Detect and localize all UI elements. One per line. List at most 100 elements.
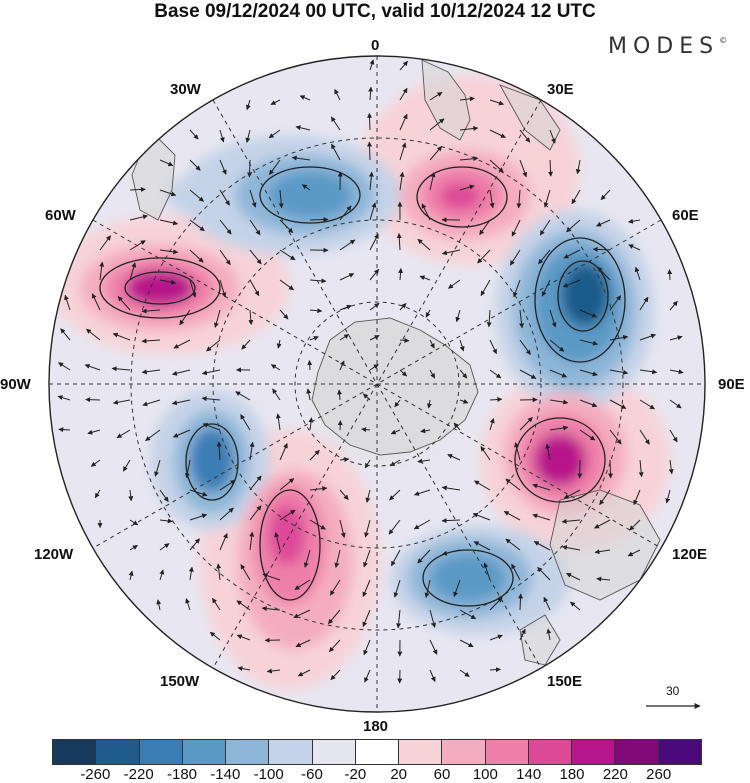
wind-vector bbox=[505, 538, 521, 551]
wind-vector bbox=[339, 205, 352, 221]
wind-vector bbox=[396, 233, 402, 251]
wind-vector bbox=[86, 328, 101, 341]
wind-vector bbox=[241, 339, 251, 350]
wind-vector bbox=[262, 573, 281, 581]
wind-vector bbox=[537, 566, 551, 581]
anomaly-region bbox=[190, 428, 234, 492]
wind-vector bbox=[179, 309, 191, 326]
wind-vector bbox=[279, 443, 288, 461]
wind-vector bbox=[609, 399, 627, 409]
stream-contour bbox=[416, 166, 508, 228]
stream-contour bbox=[99, 257, 221, 319]
anomaly-region bbox=[561, 263, 609, 327]
wind-vector bbox=[414, 489, 431, 496]
wind-vector bbox=[94, 489, 101, 499]
wind-vector bbox=[399, 113, 408, 131]
wind-vector bbox=[365, 489, 371, 503]
wind-vector bbox=[293, 609, 311, 619]
wind-vector bbox=[272, 388, 281, 401]
wind-vector bbox=[189, 129, 199, 140]
wind-vector bbox=[249, 279, 260, 297]
wind-vector bbox=[337, 389, 342, 401]
wind-vector bbox=[579, 399, 598, 408]
wind-vector bbox=[398, 268, 404, 281]
wind-vector bbox=[480, 446, 491, 461]
anomaly-region bbox=[430, 554, 506, 602]
colorbar-swatch bbox=[399, 740, 443, 764]
wind-vector bbox=[369, 268, 380, 281]
wind-vector bbox=[447, 454, 461, 461]
wind-vector bbox=[240, 414, 251, 431]
antarctica-landmass bbox=[311, 317, 479, 456]
wind-vector bbox=[369, 335, 380, 341]
circulation-lines bbox=[99, 166, 626, 607]
colorbar-tick-label: 220 bbox=[602, 766, 628, 783]
wind-vector bbox=[669, 300, 678, 311]
wind-vector bbox=[429, 669, 436, 682]
wind-vector bbox=[270, 99, 281, 105]
wind-vector bbox=[417, 458, 431, 464]
colorbar-swatch bbox=[442, 740, 486, 764]
wind-vector bbox=[596, 219, 611, 227]
wind-vector bbox=[519, 309, 525, 329]
wind-vector bbox=[579, 429, 596, 441]
wind-vector bbox=[189, 538, 200, 551]
wind-vector bbox=[667, 269, 673, 281]
wind-vector bbox=[129, 214, 148, 221]
colorbar-swatch bbox=[96, 740, 140, 764]
wind-vector bbox=[274, 532, 281, 551]
wind-vector bbox=[57, 395, 71, 401]
wind-vector bbox=[369, 233, 379, 251]
wind-vector bbox=[399, 87, 408, 101]
wind-vector bbox=[638, 459, 644, 478]
wind-vector bbox=[511, 563, 521, 581]
wind-vector bbox=[219, 219, 232, 235]
wind-vector bbox=[596, 576, 611, 582]
wind-vector bbox=[331, 143, 341, 161]
wind-vector bbox=[479, 219, 491, 236]
colorbar-tick-label: -100 bbox=[253, 766, 284, 783]
wind-vector bbox=[301, 184, 311, 191]
wind-vector bbox=[339, 273, 355, 281]
wind-vector bbox=[309, 308, 323, 314]
wind-vector bbox=[249, 189, 257, 208]
meridian-line bbox=[212, 99, 542, 669]
wind-vector bbox=[455, 309, 461, 323]
wind-vector bbox=[628, 244, 641, 251]
wind-vector bbox=[561, 545, 581, 551]
wind-vector bbox=[268, 129, 281, 139]
wind-vector bbox=[669, 429, 678, 443]
wind-vector bbox=[185, 598, 191, 611]
wind-vector bbox=[299, 95, 311, 101]
wind-vector bbox=[122, 459, 131, 472]
map-title: Base 09/12/2024 00 UTC, valid 10/12/2024… bbox=[154, 1, 596, 22]
stream-contour bbox=[185, 423, 239, 501]
wind-vector bbox=[505, 478, 521, 491]
wind-vector bbox=[362, 579, 371, 598]
wind-vector bbox=[330, 116, 341, 131]
wind-vector bbox=[156, 599, 162, 611]
wind-vector bbox=[295, 125, 311, 131]
wind-vector bbox=[128, 489, 134, 502]
wind-vector bbox=[189, 159, 201, 171]
wind-vector bbox=[669, 369, 684, 375]
wind-vector bbox=[519, 628, 526, 641]
wind-vector bbox=[421, 203, 431, 221]
wind-vector bbox=[442, 549, 461, 556]
colorbar-tick-label: 180 bbox=[559, 766, 585, 783]
lon-label-90e: 90E bbox=[718, 376, 745, 393]
wind-vector bbox=[129, 262, 137, 281]
colorbar-swatch bbox=[182, 740, 227, 764]
wind-vector bbox=[330, 669, 341, 681]
wind-vector bbox=[519, 159, 528, 178]
wind-vector bbox=[441, 518, 461, 524]
wind-vector bbox=[420, 428, 431, 434]
wind-vector bbox=[219, 507, 234, 521]
colorbar-swatch bbox=[53, 740, 97, 764]
colorbar-swatch bbox=[226, 740, 270, 764]
colorbar-swatch bbox=[485, 740, 529, 764]
wind-vector bbox=[159, 569, 165, 581]
wind-vector bbox=[575, 159, 581, 175]
wind-vector bbox=[396, 609, 402, 629]
wind-vector bbox=[189, 219, 205, 232]
